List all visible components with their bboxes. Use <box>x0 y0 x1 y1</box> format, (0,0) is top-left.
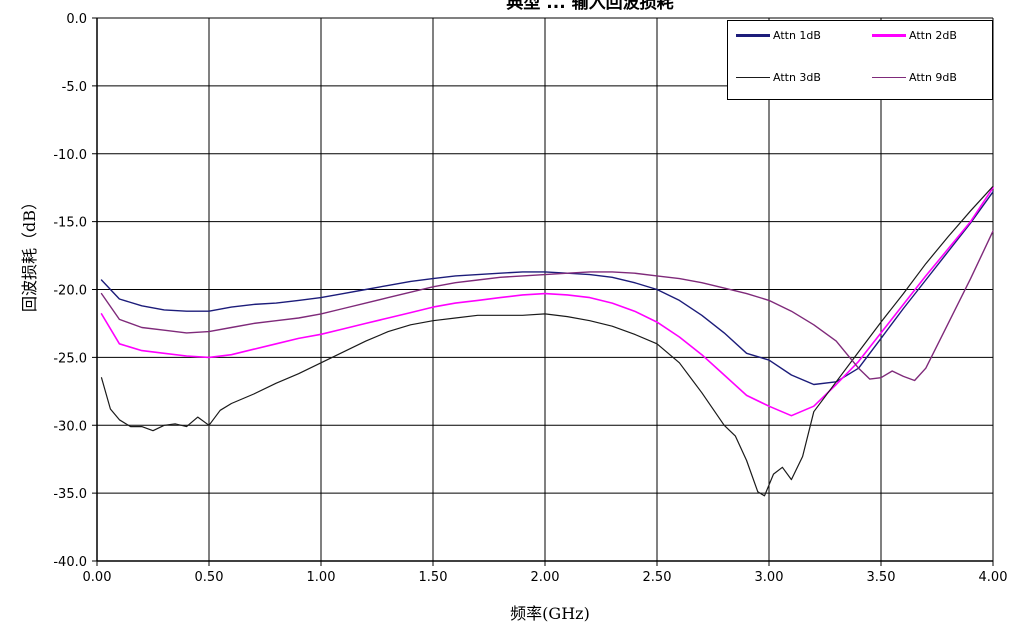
series-line-attn-3db <box>100 185 994 497</box>
legend-label-attn-1db: Attn 1dB <box>773 29 821 42</box>
x-tick-label: 1.00 <box>307 570 336 585</box>
legend-swatch-attn-9db <box>872 77 906 78</box>
y-tick-label: -35.0 <box>53 487 87 502</box>
y-axis-label: 回波损耗（dB） <box>20 193 39 312</box>
legend-item-attn-3db: Attn 3dB <box>736 71 821 84</box>
x-tick-label: 4.00 <box>979 570 1008 585</box>
chart-legend: Attn 1dB Attn 2dB Attn 3dB Attn 9dB <box>727 20 993 100</box>
legend-label-attn-9db: Attn 9dB <box>909 71 957 84</box>
legend-item-attn-9db: Attn 9dB <box>872 71 957 84</box>
series-line-attn-2db <box>100 186 994 417</box>
x-tick-label: 3.50 <box>867 570 896 585</box>
x-tick-label: 0.00 <box>83 570 112 585</box>
x-axis-label: 频率(GHz) <box>510 604 590 623</box>
y-tick-label: -20.0 <box>53 284 87 299</box>
x-tick-label: 3.00 <box>755 570 784 585</box>
y-tick-label: -5.0 <box>62 80 87 95</box>
legend-label-attn-2db: Attn 2dB <box>909 29 957 42</box>
series-line-attn-9db <box>100 230 994 382</box>
y-tick-label: -25.0 <box>53 351 87 366</box>
y-tick-label: -15.0 <box>53 216 87 231</box>
x-tick-label: 0.50 <box>195 570 224 585</box>
legend-swatch-attn-2db <box>872 34 906 37</box>
x-tick-label: 1.50 <box>419 570 448 585</box>
y-tick-label: -40.0 <box>53 555 87 570</box>
legend-item-attn-1db: Attn 1dB <box>736 29 821 42</box>
y-tick-label: 0.0 <box>66 12 87 27</box>
legend-label-attn-3db: Attn 3dB <box>773 71 821 84</box>
legend-swatch-attn-1db <box>736 34 770 37</box>
chart-title: 典型 ... 输入回波损耗 <box>506 0 674 13</box>
x-tick-label: 2.00 <box>531 570 560 585</box>
legend-item-attn-2db: Attn 2dB <box>872 29 957 42</box>
y-tick-label: -30.0 <box>53 419 87 434</box>
legend-swatch-attn-3db <box>736 77 770 78</box>
x-tick-label: 2.50 <box>643 570 672 585</box>
y-tick-label: -10.0 <box>53 148 87 163</box>
